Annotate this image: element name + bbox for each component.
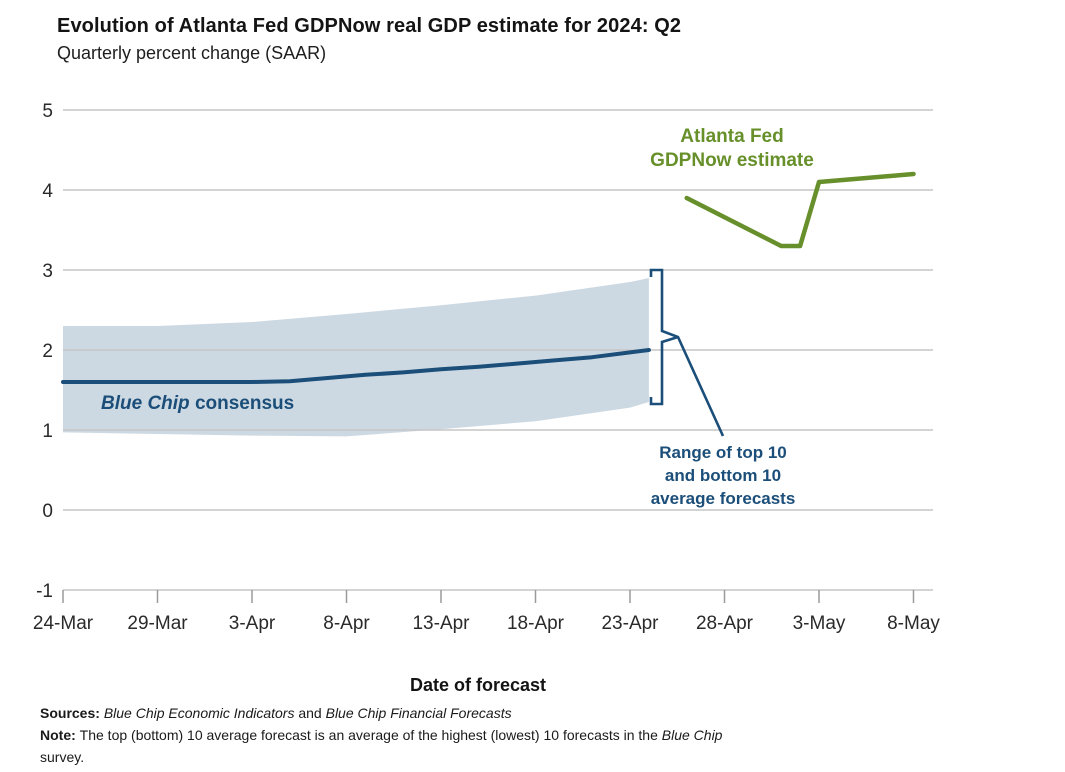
y-tick-label--1: -1 (36, 581, 53, 602)
range-bracket (649, 268, 725, 437)
sources-line: Sources: Blue Chip Economic Indicators a… (40, 702, 900, 724)
note-line: Note: The top (bottom) 10 average foreca… (40, 724, 900, 768)
consensus-label-rest: consensus (189, 393, 295, 414)
y-tick-label-1: 1 (42, 421, 53, 442)
x-tick-label-18-Apr: 18-Apr (507, 613, 565, 634)
forecast-range-label-line1: Range of top 10 (659, 443, 787, 462)
y-tick-label-5: 5 (42, 101, 53, 122)
forecast-range-label-line2: and bottom 10 (664, 466, 782, 485)
sources-label: Sources: (40, 705, 104, 721)
y-tick-label-0: 0 (42, 501, 53, 522)
note-label: Note: (40, 727, 80, 743)
y-tick-label-3: 3 (42, 261, 53, 282)
x-tick-label-3-Apr: 3-Apr (229, 613, 276, 634)
x-tick-label-28-Apr: 28-Apr (696, 613, 754, 634)
y-tick-label-4: 4 (42, 181, 53, 202)
footnote: Sources: Blue Chip Economic Indicators a… (40, 702, 900, 768)
blue-chip-consensus-line (61, 348, 651, 384)
x-tick-label-29-Mar: 29-Mar (127, 613, 188, 634)
sources-italic-2: Blue Chip Financial Forecasts (325, 705, 512, 721)
gdpnow-estimate-label-line2: GDPNow estimate (650, 150, 814, 171)
atlanta-fed-gdpnow-estimate-line (684, 171, 916, 249)
x-tick-label-3-May: 3-May (793, 613, 846, 634)
forecast-range-band (63, 278, 649, 437)
x-tick-label-24-Mar: 24-Mar (33, 613, 94, 634)
chart-subtitle: Quarterly percent change (SAAR) (57, 43, 327, 63)
forecast-range-label-line3: average forecasts (650, 489, 796, 508)
sources-italic-1: Blue Chip Economic Indicators (103, 705, 295, 721)
note-text: The top (bottom) 10 average forecast is … (79, 727, 662, 743)
gdpnow-estimate-label: Atlanta Fed GDPNow estimate (600, 125, 864, 173)
consensus-label-italic: Blue Chip (101, 393, 190, 414)
forecast-range-label: Range of top 10 and bottom 10 average fo… (613, 441, 833, 510)
y-tick-label-2: 2 (42, 341, 53, 362)
chart-title: Evolution of Atlanta Fed GDPNow real GDP… (57, 15, 682, 37)
blue-chip-consensus-label: Blue Chip consensus (101, 393, 294, 415)
note-tail: survey. (40, 749, 85, 765)
x-axis-title: Date of forecast (409, 675, 547, 695)
x-tick-label-23-Apr: 23-Apr (601, 613, 659, 634)
sources-and: and (294, 705, 326, 721)
x-tick-label-13-Apr: 13-Apr (412, 613, 470, 634)
x-tick-label-8-May: 8-May (887, 613, 940, 634)
gdpnow-estimate-label-line1: Atlanta Fed (680, 126, 784, 147)
x-tick-label-8-Apr: 8-Apr (323, 613, 370, 634)
note-italic: Blue Chip (661, 727, 723, 743)
